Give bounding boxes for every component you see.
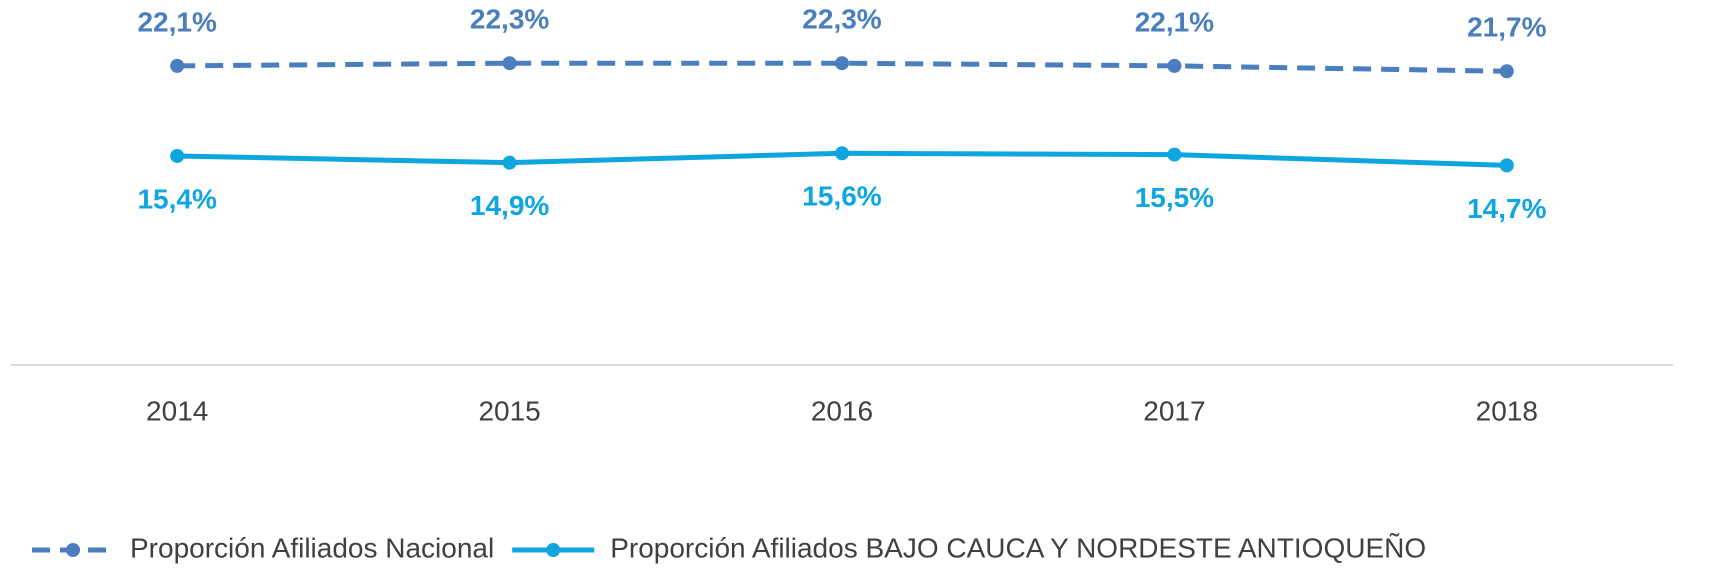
data-label: 22,3% (802, 4, 881, 35)
data-point (1499, 158, 1514, 173)
data-label: 14,9% (470, 190, 549, 221)
data-point (170, 148, 185, 163)
data-label: 14,7% (1467, 193, 1546, 224)
legend-marker (546, 543, 561, 557)
series-line (177, 60, 1507, 74)
x-tick-label: 2014 (146, 395, 208, 426)
data-label: 22,1% (1135, 6, 1214, 37)
data-label: 15,5% (1135, 182, 1214, 213)
data-point (502, 155, 517, 170)
data-label: 15,6% (802, 181, 881, 212)
x-tick-label: 2017 (1143, 395, 1205, 426)
x-tick-label: 2016 (811, 395, 873, 426)
data-label: 22,3% (470, 4, 549, 35)
legend-label: Proporción Afiliados BAJO CAUCA Y NORDES… (610, 532, 1426, 563)
x-tick-label: 2015 (478, 395, 540, 426)
data-point (1167, 58, 1182, 73)
data-label: 15,4% (137, 183, 216, 214)
legend-marker (66, 543, 80, 557)
data-point (835, 146, 849, 161)
data-point (170, 58, 185, 73)
legend-label: Proporción Afiliados Nacional (130, 532, 494, 563)
data-point (502, 56, 517, 71)
data-point (835, 56, 849, 71)
x-tick-label: 2018 (1476, 395, 1538, 426)
data-point (1167, 147, 1182, 162)
data-label: 22,1% (137, 6, 216, 37)
data-label: 21,7% (1467, 12, 1546, 43)
data-point (1499, 64, 1514, 79)
